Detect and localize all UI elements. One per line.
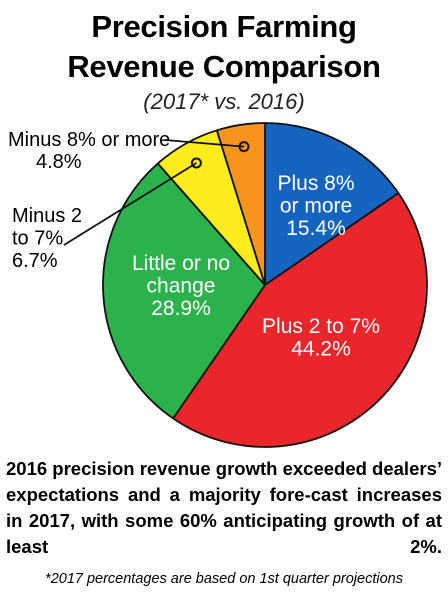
footnote: *2017 percentages are based on 1st quart…	[45, 571, 403, 587]
leader-line-minus-8-or-more	[164, 139, 245, 148]
leader-line-minus-2-to-7	[63, 162, 197, 246]
pie-slice-plus-8-or-more	[264, 122, 400, 286]
pie-slice-plus-2-to-7	[172, 192, 428, 448]
slice-label-minus-8-or-more-value: 4.8%	[36, 151, 82, 173]
leader-marker-minus-2-to-7	[190, 157, 202, 169]
slice-label-minus-8-or-more: Minus 8% or more	[8, 129, 170, 151]
slice-label-little-or-no-change: Little or no change 28.9%	[132, 252, 230, 320]
slice-label-plus-8-or-more: Plus 8% or more 15.4%	[277, 172, 354, 240]
slice-label-plus-2-to-7: Plus 2 to 7% 44.2%	[262, 315, 380, 361]
chart-title-line1: Precision Farming	[91, 9, 357, 44]
pie-slice-little-or-no-change	[102, 162, 266, 420]
pie-labels: Plus 8% or more 15.4% Plus 2 to 7% 44.2% Litt…	[8, 129, 380, 361]
chart-caption: 2016 precision revenue growth exceeded d…	[6, 458, 442, 557]
chart-subtitle: (2017* vs. 2016)	[143, 89, 305, 114]
pie-slice-minus-8-or-more	[215, 122, 266, 286]
leader-marker-minus-8-or-more	[238, 141, 250, 153]
pie-slices	[102, 122, 428, 448]
slice-label-minus-2-to-7: Minus 2 to 7% 6.7%	[12, 205, 82, 272]
pie-chart: Plus 8% or more 15.4% Plus 2 to 7% 44.2% Litt…	[8, 122, 428, 448]
chart-title-line2: Revenue Comparison	[67, 49, 381, 84]
